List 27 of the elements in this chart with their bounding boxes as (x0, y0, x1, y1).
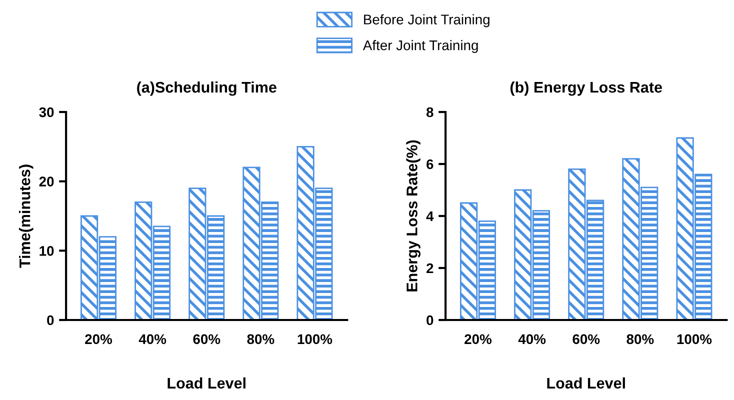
x-tick-label: 60% (572, 334, 600, 344)
x-tick-label: 40% (518, 334, 546, 344)
y-tick-label: 30 (39, 107, 54, 118)
x-tick-label: 60% (193, 334, 220, 344)
x-tick-label: 20% (85, 334, 112, 344)
y-tick-label: 10 (40, 246, 54, 256)
chart-title: (b) Energy Loss Rate (510, 81, 662, 96)
x-axis-title: Load Level (547, 377, 625, 389)
x-tick-label: 100% (677, 334, 712, 344)
legend-label: Before Joint Training (364, 14, 490, 28)
y-axis-title: Time(minutes) (19, 164, 34, 268)
x-tick-label: 80% (247, 334, 274, 344)
x-tick-label: 40% (138, 334, 166, 344)
legend-label: After Joint Training (362, 40, 478, 53)
x-tick-label: 100% (298, 334, 332, 344)
chart-title: (a)Scheduling Time (137, 81, 276, 96)
y-tick-label: 2 (426, 263, 434, 274)
y-tick-label: 20 (39, 176, 54, 187)
y-tick-label: 4 (426, 211, 434, 222)
y-tick-label: 6 (426, 159, 434, 170)
x-tick-label: 80% (626, 334, 654, 344)
y-tick-label: 0 (47, 315, 54, 326)
y-tick-label: 0 (426, 315, 434, 326)
y-axis-title: Energy Loss Rate(%) (406, 140, 420, 292)
x-tick-label: 20% (464, 334, 492, 344)
y-tick-label: 8 (426, 107, 434, 118)
x-axis-title: Load Level (168, 377, 246, 389)
